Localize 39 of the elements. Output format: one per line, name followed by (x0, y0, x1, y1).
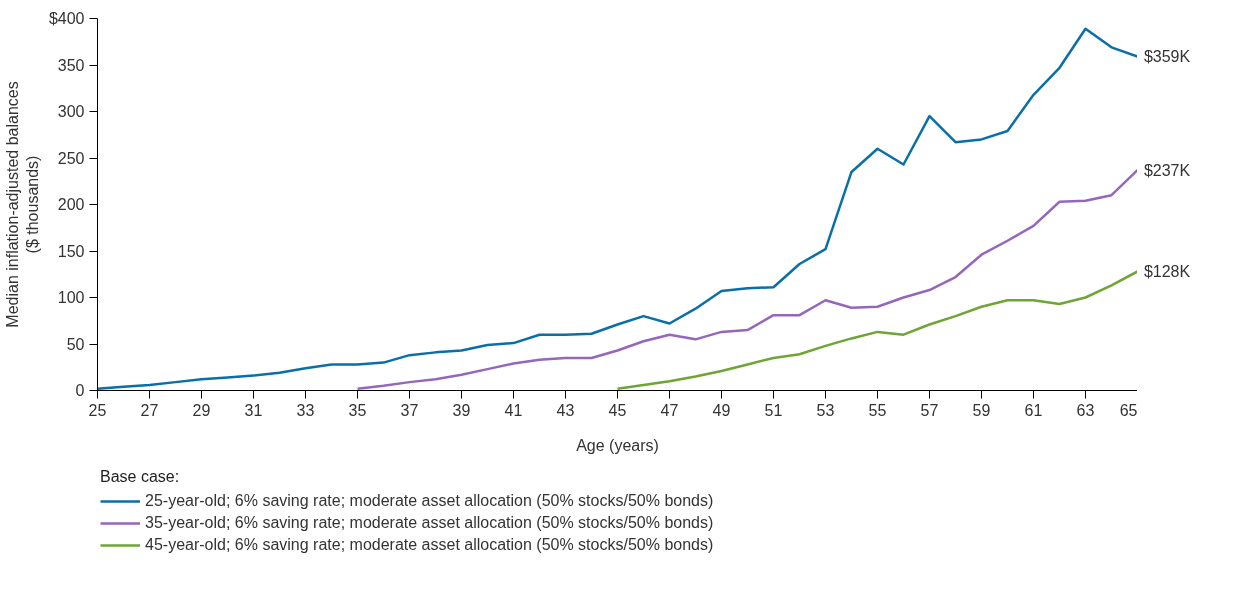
legend-label: 45-year-old; 6% saving rate; moderate asset allocation (50% stocks/50% bonds) (145, 536, 714, 554)
y-tick-label: 200 (57, 196, 85, 213)
legend-label: 35-year-old; 6% saving rate; moderate asset allocation (50% stocks/50% bonds) (145, 514, 714, 532)
y-tick-label: 100 (57, 289, 85, 306)
x-axis-title: Age (years) (576, 436, 659, 454)
x-tick-label: 41 (504, 401, 523, 419)
legend-label: 25-year-old; 6% saving rate; moderate asset allocation (50% stocks/50% bonds) (145, 492, 714, 510)
y-tick-label: 0 (75, 382, 85, 399)
x-tick-label: 61 (1024, 401, 1043, 419)
x-tick-label: 65 (1119, 401, 1138, 419)
y-tick-label: 250 (57, 149, 85, 167)
x-tick-label: 55 (868, 401, 887, 419)
legend-title: Base case: (100, 468, 181, 486)
x-tick-label: 29 (192, 401, 211, 419)
x-tick-label: 57 (920, 401, 939, 419)
x-tick-label: 25 (88, 401, 107, 419)
y-tick-label: 150 (57, 242, 85, 260)
x-tick-label: 47 (660, 401, 679, 419)
y-tick-label: 350 (57, 56, 85, 74)
data-label: $237K (1143, 161, 1191, 179)
x-tick-label: 53 (816, 401, 835, 419)
x-tick-label: 63 (1076, 401, 1095, 419)
x-tick-label: 33 (296, 401, 315, 419)
y-tick-label: 300 (57, 103, 85, 120)
x-tick-label: 27 (140, 401, 159, 419)
data-label: $359K (1143, 48, 1191, 66)
y-tick-label: $400 (48, 10, 85, 27)
x-tick-label: 31 (244, 401, 263, 419)
x-tick-label: 43 (556, 401, 575, 419)
x-tick-label: 35 (348, 401, 367, 419)
x-tick-label: 49 (712, 401, 731, 419)
y-axis-title: Median inflation-adjusted balances ($ thousands) (3, 81, 41, 328)
x-tick-label: 39 (452, 401, 471, 419)
x-tick-label: 51 (764, 401, 783, 419)
x-tick-label: 59 (972, 401, 991, 419)
y-tick-label: 50 (66, 335, 85, 353)
x-tick-label: 45 (608, 401, 627, 419)
x-tick-label: 37 (400, 401, 419, 419)
data-label: $128K (1143, 262, 1191, 280)
